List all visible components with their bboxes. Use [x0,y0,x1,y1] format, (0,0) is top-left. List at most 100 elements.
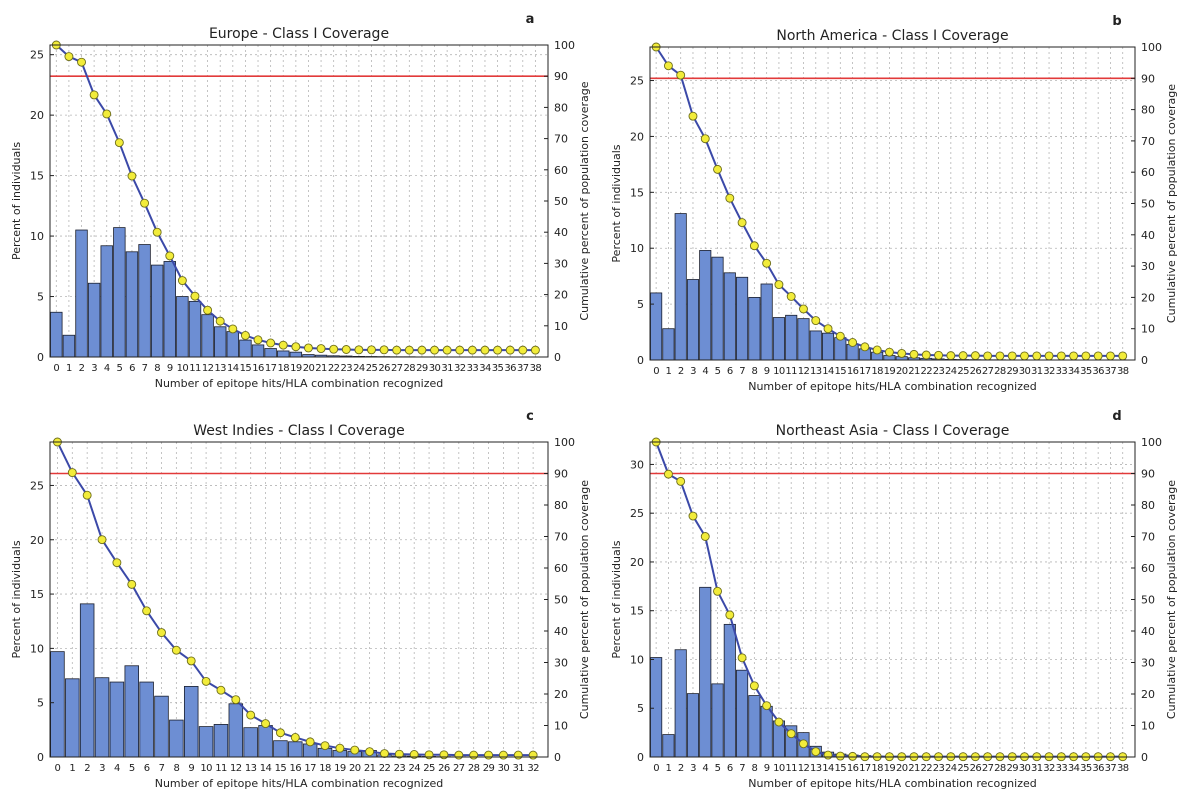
y-tick-label: 20 [30,109,44,122]
cumulative-point-4 [102,109,112,119]
cumulative-point-8 [152,227,162,237]
cumulative-point-2 [676,70,686,80]
x-tick-label: 17 [859,366,871,377]
cumulative-point-15 [835,331,845,341]
cumulative-point-31 [442,345,452,355]
y2-tick-label: 30 [554,257,568,270]
x-tick-label: 22 [921,366,933,377]
bar-16 [288,741,303,758]
x-tick-label: 2 [84,763,90,774]
x-tick-label: 10 [177,363,189,374]
right-axis-ticks: 0 10 20 30 40 50 60 70 80 90 100 [1131,436,1162,764]
x-tick-label: 7 [142,363,148,374]
cumulative-point-33 [1056,351,1066,361]
cumulative-point-35 [493,345,503,355]
x-tick-label: 23 [933,366,945,377]
cumulative-point-12 [799,739,808,749]
bar-6 [139,681,154,758]
x-tick-label: 24 [945,763,957,774]
bars [50,603,496,758]
x-tick-label: 4 [104,363,110,374]
x-tick-label: 1 [666,366,672,377]
left-axis-ticks: 0 5 10 15 20 25 30 [630,458,654,764]
x-tick-label: 26 [970,763,982,774]
y2-tick-label: 70 [554,531,568,544]
x-tick-label: 30 [1019,763,1031,774]
grid [50,45,548,358]
x-tick-label: 5 [116,363,122,374]
x-tick-label: 0 [653,763,659,774]
y2-tick-label: 50 [1141,198,1155,211]
cumulative-point-23 [394,749,404,759]
x-tick-label: 28 [994,763,1006,774]
cumulative-point-17 [266,338,276,348]
bar-8 [169,719,184,758]
cumulative-point-2 [82,490,92,500]
cumulative-point-4 [700,134,710,144]
cumulative-point-30 [430,345,439,355]
cumulative-point-16 [253,335,263,345]
y2-tick-label: 100 [1141,436,1162,449]
x-tick-label: 18 [871,763,883,774]
y2-tick-label: 10 [554,320,568,333]
x-tick-label: 14 [822,366,834,377]
bar-8 [748,695,761,758]
x-tick-label: 15 [240,363,252,374]
x-tick-label: 36 [1092,763,1104,774]
x-axis-ticks: 0 1 2 3 4 5 6 7 8 9 10 11 12 13 14 15 16 17 18 19 20 21 22 23 24… [653,366,1129,377]
cumulative-point-17 [305,737,315,747]
y2-tick-label: 20 [1141,291,1155,304]
bar-4 [100,245,113,358]
x-tick-label: 0 [53,363,59,374]
cumulative-point-9 [186,656,196,666]
y-tick-label: 5 [637,702,644,715]
y-tick-label: 10 [630,653,644,666]
x-tick-label: 13 [810,366,822,377]
y2-tick-label: 60 [554,164,568,177]
y-axis-label: Percent of individuals [610,540,623,658]
y-tick-label: 25 [630,75,644,88]
right-axis-ticks: 0 10 20 30 40 50 60 70 80 90 100 [544,39,575,364]
cumulative-point-4 [112,558,122,568]
bar-5 [124,665,139,758]
cumulative-point-19 [291,342,301,352]
x-tick-label: 7 [739,763,745,774]
x-tick-label: 22 [921,763,933,774]
bar-1 [65,678,80,758]
x-tick-label: 13 [245,763,257,774]
cumulative-point-9 [762,258,772,268]
y-tick-label: 0 [637,751,644,764]
y2-tick-label: 100 [554,39,575,52]
bar-7 [736,669,749,758]
bar-16 [251,344,265,358]
y2-tick-label: 40 [1141,625,1155,638]
cumulative-point-29 [417,345,427,355]
cumulative-point-32 [455,345,465,355]
y2-axis-label: Cumulative percent of population coverag… [1165,84,1178,323]
cumulative-point-5 [114,138,124,148]
x-tick-label: 2 [79,363,85,374]
cumulative-point-1 [67,468,77,478]
x-tick-label: 5 [129,763,135,774]
cumulative-point-1 [663,61,673,71]
x-tick-label: 23 [933,763,945,774]
x-tick-label: 8 [154,363,160,374]
left-axis-ticks: 0 5 10 15 20 25 [630,75,654,367]
bar-7 [138,244,151,358]
cumulative-point-36 [1093,351,1103,361]
bar-0 [650,292,663,361]
x-tick-label: 31 [1031,366,1043,377]
chart-title: Northeast Asia - Class I Coverage [776,423,1010,439]
cumulative-point-28 [469,750,479,760]
x-tick-label: 17 [265,363,277,374]
x-tick-label: 6 [129,363,135,374]
x-tick-label: 2 [678,366,684,377]
x-tick-label: 21 [908,366,920,377]
cumulative-point-12 [203,305,213,315]
x-tick-label: 11 [189,363,201,374]
x-tick-label: 31 [1031,763,1043,774]
cumulative-point-11 [786,292,796,301]
x-tick-label: 28 [994,366,1006,377]
cumulative-point-6 [725,610,735,620]
cumulative-point-18 [278,340,288,350]
